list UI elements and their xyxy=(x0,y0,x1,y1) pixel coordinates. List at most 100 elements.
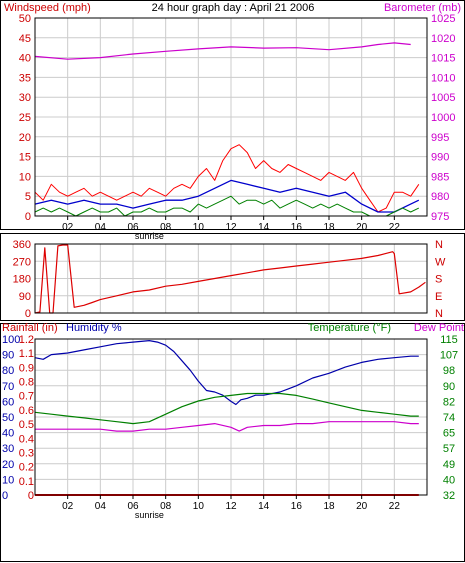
direction-degree-label: 270 xyxy=(13,256,31,268)
gust-line xyxy=(34,144,420,213)
direction-panel-border xyxy=(0,233,465,321)
temp-x-tick-label: 12 xyxy=(225,501,237,512)
rainfall-tick-label: 0.1 xyxy=(19,476,34,488)
humidity-tick-label: 0 xyxy=(2,490,8,502)
series-layer xyxy=(34,42,426,496)
barometer-tick-label: 1010 xyxy=(431,72,455,84)
windspeed-tick-label: 50 xyxy=(19,13,31,25)
wind-x-tick-label: 06 xyxy=(127,222,139,233)
temperature-tick-label: 32 xyxy=(443,490,455,502)
temp-x-tick-label: 20 xyxy=(356,501,368,512)
barometer-tick-label: 1000 xyxy=(431,112,455,124)
wind-x-tick-label: 08 xyxy=(160,222,172,233)
wind-sunrise-label: sunrise xyxy=(135,231,164,241)
temp-x-tick-label: 02 xyxy=(62,501,74,512)
wind-x-tick-label: 02 xyxy=(62,222,74,233)
barometer-tick-label: 1005 xyxy=(431,92,455,104)
humidity-tick-label: 50 xyxy=(2,412,14,424)
humidity-tick-label: 40 xyxy=(2,428,14,440)
temperature-tick-label: 107 xyxy=(440,350,458,362)
wind-x-tick-label: 04 xyxy=(95,222,107,233)
direction-compass-label: N xyxy=(435,239,443,251)
humidity-tick-label: 20 xyxy=(2,459,14,471)
wind-x-tick-label: 12 xyxy=(225,222,237,233)
wind-x-tick-label: 18 xyxy=(323,222,335,233)
temperature-tick-label: 49 xyxy=(443,459,455,471)
direction-compass-label: W xyxy=(435,256,446,268)
temp-x-tick-label: 16 xyxy=(291,501,303,512)
windspeed-tick-label: 30 xyxy=(19,92,31,104)
windspeed-tick-label: 25 xyxy=(19,112,31,124)
rainfall-tick-label: 0.9 xyxy=(19,362,34,374)
windspeed-tick-label: 10 xyxy=(19,171,31,183)
barometer-tick-label: 1020 xyxy=(431,33,455,45)
temp-x-tick-label: 08 xyxy=(160,501,172,512)
windspeed-axis-title: Windspeed (mph) xyxy=(4,2,91,14)
average-line xyxy=(34,179,420,213)
rainfall-tick-label: 0.2 xyxy=(19,462,34,474)
chart-title: 24 hour graph day : April 21 2006 xyxy=(152,2,315,14)
temperature-line xyxy=(34,392,419,425)
direction-degree-label: 360 xyxy=(13,239,31,251)
humidity-tick-label: 90 xyxy=(2,350,14,362)
rainfall-tick-label: 0.3 xyxy=(19,447,34,459)
windspeed-tick-label: 35 xyxy=(19,72,31,84)
temperature-tick-label: 40 xyxy=(443,474,455,486)
humidity-axis-title: Humidity % xyxy=(66,322,122,334)
humidity-tick-label: 100 xyxy=(2,334,20,346)
wind-x-tick-label: 14 xyxy=(258,222,270,233)
barometer-tick-label: 1015 xyxy=(431,53,455,65)
dewpoint-axis-title: Dew Point xyxy=(414,322,464,334)
grid-layer xyxy=(35,17,427,496)
temp-x-tick-label: 10 xyxy=(193,501,205,512)
axes-layer xyxy=(34,17,428,499)
windspeed-tick-label: 15 xyxy=(19,152,31,164)
barometer-axis-title: Barometer (mb) xyxy=(384,2,461,14)
direction-line xyxy=(34,244,426,314)
temp-x-tick-label: 04 xyxy=(95,501,107,512)
temp-x-tick-label: 06 xyxy=(127,501,139,512)
temp-x-tick-label: 22 xyxy=(389,501,401,512)
temperature-tick-label: 98 xyxy=(443,365,455,377)
rainfall-tick-label: 1.2 xyxy=(19,334,34,346)
barometer-tick-label: 980 xyxy=(431,191,449,203)
direction-degree-label: 0 xyxy=(25,308,31,320)
wind-x-tick-label: 10 xyxy=(193,222,205,233)
barometer-tick-label: 985 xyxy=(431,171,449,183)
windspeed-tick-label: 0 xyxy=(25,211,31,223)
windspeed-tick-label: 40 xyxy=(19,53,31,65)
temp-panel-border xyxy=(0,323,465,562)
dewpoint-line xyxy=(35,421,419,432)
temperature-tick-label: 115 xyxy=(440,334,458,346)
direction-degree-label: 180 xyxy=(13,274,31,286)
barometer-tick-label: 990 xyxy=(431,152,449,164)
humidity-tick-label: 60 xyxy=(2,396,14,408)
rainfall-tick-label: 0 xyxy=(28,490,34,502)
tick-label-layer: 0510152025303540455097598098599099510001… xyxy=(2,13,458,520)
direction-compass-label: N xyxy=(435,308,443,320)
rainfall-tick-label: 1.1 xyxy=(19,348,34,360)
temperature-tick-label: 57 xyxy=(443,443,455,455)
temp-x-tick-label: 14 xyxy=(258,501,270,512)
windspeed-tick-label: 5 xyxy=(25,191,31,203)
wind-x-tick-label: 22 xyxy=(389,222,401,233)
temp-sunrise-label: sunrise xyxy=(135,510,164,520)
rainfall-tick-label: 0.6 xyxy=(19,405,34,417)
barometer-tick-label: 975 xyxy=(431,211,449,223)
windspeed-tick-label: 45 xyxy=(19,33,31,45)
direction-compass-label: E xyxy=(435,291,442,303)
temperature-tick-label: 82 xyxy=(443,396,455,408)
rainfall-tick-label: 0.5 xyxy=(19,419,34,431)
speed-line xyxy=(34,195,420,217)
humidity-tick-label: 30 xyxy=(2,443,14,455)
barometer-line xyxy=(34,42,411,60)
humidity-tick-label: 80 xyxy=(2,365,14,377)
rainfall-tick-label: 0.8 xyxy=(19,377,34,389)
temperature-tick-label: 65 xyxy=(443,428,455,440)
barometer-tick-label: 1025 xyxy=(431,13,455,25)
humidity-tick-label: 10 xyxy=(2,474,14,486)
windspeed-tick-label: 20 xyxy=(19,132,31,144)
wind-x-tick-label: 16 xyxy=(291,222,303,233)
